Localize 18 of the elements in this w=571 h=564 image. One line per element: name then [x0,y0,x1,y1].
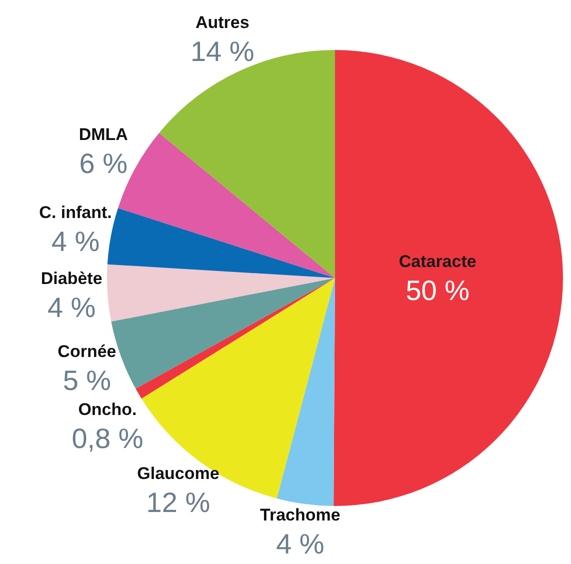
slice-label: Glaucome [137,464,220,484]
data-label: 0,8 % [72,423,144,454]
data-label: 12 % [146,487,210,518]
data-label: 4 % [276,528,324,560]
slice-label: DMLA [78,125,128,144]
slice-label: Diabète [40,269,102,288]
data-label: 14 % [190,36,254,67]
data-label: 4 % [47,292,96,324]
slice-label: Autres [195,12,250,32]
slice-label: Cataracte [398,252,476,272]
slice-label: C. infant. [39,202,112,222]
slice-label: Trachome [260,506,340,525]
slice-label: Oncho. [78,400,137,420]
data-label: 4 % [51,226,100,257]
data-label: 5 % [62,365,112,396]
slice-label: Cornée [58,342,116,362]
data-label: 50 % [406,275,470,306]
data-label: 6 % [79,148,128,180]
